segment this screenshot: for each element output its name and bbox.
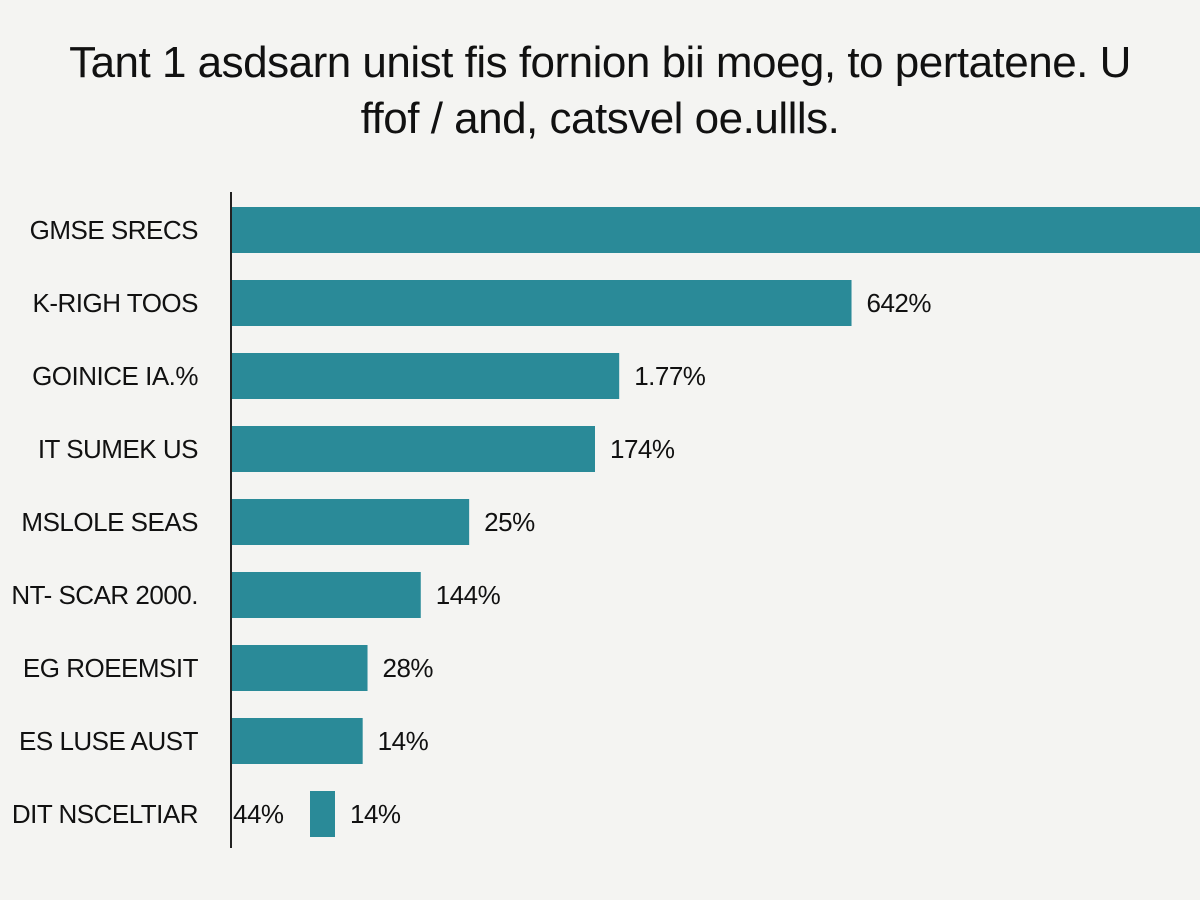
category-label: NT- SCAR 2000. [11, 580, 198, 610]
chart-title-line-2: ffof / and, catsvel oe.ullls. [360, 94, 840, 143]
bar [232, 572, 421, 618]
category-label: K-RIGH TOOS [33, 288, 199, 318]
bar [232, 645, 368, 691]
bar [232, 280, 852, 326]
category-label: GOINICE IA.% [32, 361, 198, 391]
value-label: 174% [610, 434, 675, 464]
extra-value-label: 44% [233, 799, 284, 829]
category-label: MSLOLE SEAS [21, 507, 198, 537]
bar [232, 718, 363, 764]
value-label: 14% [350, 799, 401, 829]
bar [310, 791, 335, 837]
category-label: EG ROEEMSIT [23, 653, 199, 683]
bars-layer: GMSE SRECS K-RIGH TOOS 642% GOINICE IA.% 1.7… [11, 207, 1200, 837]
bar [232, 426, 595, 472]
category-label: DIT NSCELTIAR [12, 799, 198, 829]
bar [232, 353, 620, 399]
bar [232, 207, 1200, 253]
chart-title: Tant 1 asdsarn unist fis fornion bii moe… [0, 38, 1200, 144]
value-label: 1.77% [634, 361, 706, 391]
value-label: 144% [436, 580, 501, 610]
bar [232, 499, 470, 545]
value-label: 25% [484, 507, 535, 537]
value-label: 642% [867, 288, 932, 318]
value-label: 14% [378, 726, 429, 756]
category-label: ES LUSE AUST [19, 726, 199, 756]
value-label: 28% [383, 653, 434, 683]
chart-title-line-1: Tant 1 asdsarn unist fis fornion bii moe… [69, 38, 1131, 87]
category-label: GMSE SRECS [30, 215, 199, 245]
category-label: IT SUMEK US [38, 434, 198, 464]
